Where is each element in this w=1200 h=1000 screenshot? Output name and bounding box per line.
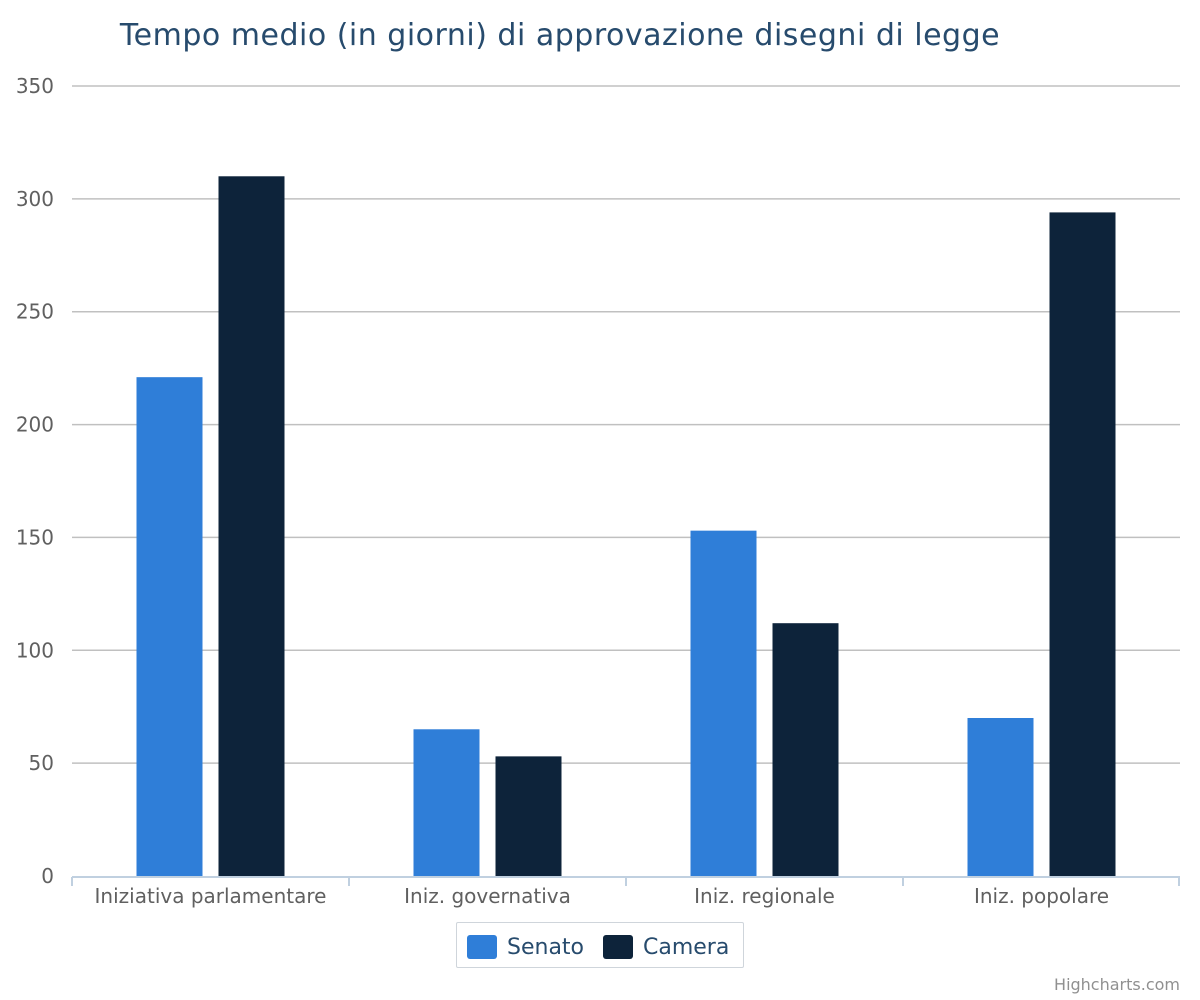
bar-senato-1 [413, 729, 480, 876]
legend: Senato Camera [456, 922, 744, 968]
x-tick-label-2: Iniz. regionale [694, 884, 835, 908]
x-tick-label-3: Iniz. popolare [974, 884, 1109, 908]
bar-senato-2 [690, 530, 757, 876]
y-tick-label-50: 50 [29, 751, 54, 775]
y-tick-label-300: 300 [16, 187, 54, 211]
y-tick-label-0: 0 [41, 864, 54, 888]
bar-senato-0 [136, 377, 203, 876]
y-tick-label-150: 150 [16, 525, 54, 549]
bar-senato-3 [967, 718, 1034, 876]
y-axis: 0 50 100 150 200 250 300 350 [16, 74, 54, 888]
legend-item-senato[interactable]: Senato [467, 934, 585, 960]
y-tick-label-350: 350 [16, 74, 54, 98]
bar-camera-1 [495, 756, 562, 876]
bar-camera-0 [218, 176, 285, 877]
chart-title: Tempo medio (in giorni) di approvazione … [119, 18, 1001, 53]
y-tick-label-100: 100 [16, 638, 54, 662]
x-tick-label-1: Iniz. governativa [404, 884, 571, 908]
bar-camera-3 [1049, 212, 1116, 876]
legend-label-senato: Senato [507, 934, 585, 960]
y-tick-label-250: 250 [16, 300, 54, 324]
legend-swatch-camera [603, 935, 633, 959]
bars [136, 176, 1116, 877]
legend-label-camera: Camera [643, 934, 730, 960]
bar-camera-2 [772, 623, 839, 876]
credits-link[interactable]: Highcharts.com [1054, 975, 1180, 994]
legend-swatch-senato [467, 935, 497, 959]
x-axis: Iniziativa parlamentare Iniz. governativa… [71, 876, 1180, 908]
legend-item-camera[interactable]: Camera [603, 934, 730, 960]
x-tick-label-0: Iniziativa parlamentare [95, 884, 327, 908]
y-tick-label-200: 200 [16, 413, 54, 437]
